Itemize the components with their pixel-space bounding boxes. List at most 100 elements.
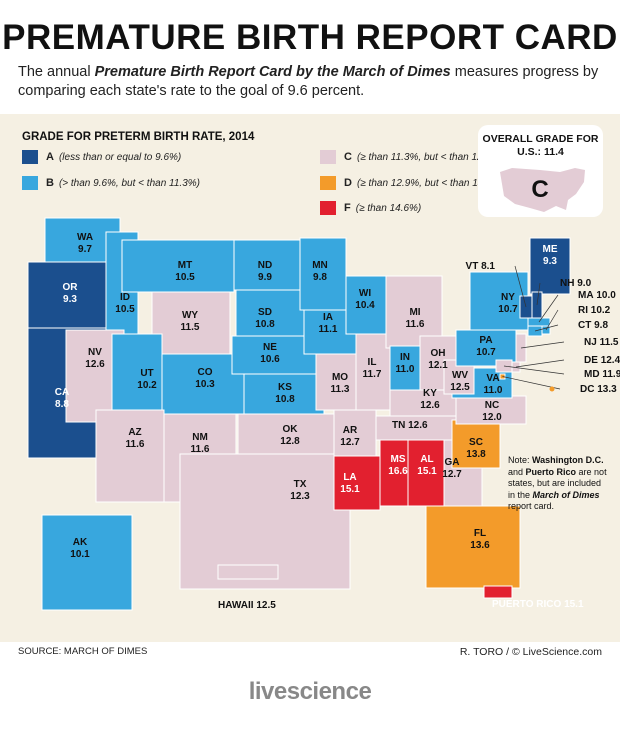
state-value: 12.1 [428,360,448,371]
state-label: NH 9.0 [560,278,592,289]
state-labels: WA 9.7OR 9.3CA 8.8ID 10.5NV 12.6MT 10.5WY 11.5U… [55,232,620,611]
state-abbr: OK [283,424,299,435]
state-label: MS 16.6 [388,454,408,477]
state-abbr: NJ [584,337,597,348]
state-abbr: AR [343,425,358,436]
state-value: 11.0 [484,385,503,396]
state-label: OK 12.8 [280,424,300,447]
state-shape [161,353,245,415]
state-shape [41,514,133,611]
state-label: AR 12.7 [340,425,360,448]
state-abbr: NM [192,432,208,443]
state-abbr: MI [409,307,420,318]
state-value: 8.1 [481,261,495,272]
state-value: 9.7 [78,244,92,255]
state-abbr: IN [400,352,410,363]
state-label: SC 13.8 [466,437,486,460]
state-label: NV 12.6 [85,347,105,370]
state-abbr: DE [584,355,598,366]
state-value: 10.0 [596,290,616,301]
state-label: CO 10.3 [195,367,215,390]
state-label: DE 12.4 [584,355,620,366]
state-value: 11.3 [331,384,350,395]
note: Note: Washington D.C. and Puerto Rico ar… [508,455,608,513]
state-shape [455,395,527,425]
legend-item: B (> than 9.6%, but < than 11.3%) [22,176,200,190]
intro-emphasis: Premature Birth Report Card by the March… [94,64,451,80]
state-label: ID 10.5 [115,292,135,315]
leader-line [515,359,565,368]
state-label: UT 10.2 [137,368,157,391]
state-abbr: NH [560,278,574,289]
state-label: NM 11.6 [191,432,210,455]
state-label: AK 10.1 [70,537,90,560]
state-label: TX 12.3 [290,479,310,502]
state-abbr: KY [423,388,437,399]
state-label: AZ 11.6 [126,427,145,450]
logo: livescience [248,678,372,705]
state-shape [111,333,163,411]
state-shape [451,419,501,469]
state-abbr: SC [469,437,483,448]
state-label: WA 9.7 [77,232,93,255]
state-shape [483,585,513,599]
leader-line [545,309,559,331]
state-abbr: CO [198,367,213,378]
note-part: Puerto Rico [525,466,577,477]
state-abbr: WV [452,370,468,381]
dc-dot [549,386,555,392]
state-abbr: ID [120,292,130,303]
overall-inset: C [500,168,585,212]
state-label: MO 11.3 [331,372,350,395]
state-value: 13.3 [597,384,617,395]
state-value: 12.5 [450,382,470,393]
state-value: 10.1 [70,549,90,560]
state-value: 9.0 [577,278,591,289]
legend-item: F (≥ than 14.6%) [320,201,421,215]
title: PREMATURE BIRTH REPORT CARD [2,18,618,57]
state-value: 12.6 [408,420,428,431]
state-label: IL 11.7 [363,357,382,380]
state-value: 10.8 [275,394,295,405]
state-abbr: WY [182,310,198,321]
state-abbr: IA [323,312,333,323]
legend-swatch [22,176,38,190]
state-abbr: MN [312,260,328,271]
legend-swatch [320,176,336,190]
state-label: HAWAII 12.5 [218,600,276,611]
state-value: 9.8 [313,272,327,283]
state-value: 10.4 [355,300,375,311]
state-value: 12.6 [420,400,440,411]
state-label: ND 9.9 [258,260,273,283]
state-label: MT 10.5 [175,260,195,283]
state-value: 11.9 [602,369,620,380]
us-silhouette [500,168,585,212]
legend-swatch [320,201,336,215]
state-abbr: NE [263,342,277,353]
state-label: MI 11.6 [406,307,425,330]
state-value: 12.4 [601,355,620,366]
legend-item: C (≥ than 11.3%, but < than 12.9%) [320,150,503,164]
state-abbr: OR [63,282,79,293]
state-value: 12.0 [482,412,502,423]
state-abbr: AL [420,454,433,465]
state-abbr: NV [88,347,102,358]
state-abbr: WA [77,232,93,243]
state-label: RI 10.2 [578,305,611,316]
state-abbr: RI [578,305,588,316]
state-label: WI 10.4 [355,288,375,311]
state-label: NE 10.6 [260,342,280,365]
state-label: FL 13.6 [470,528,490,551]
state-value: 9.3 [543,256,557,267]
state-label: PA 10.7 [476,335,496,358]
state-value: 10.5 [175,272,195,283]
state-shape [233,239,301,291]
state-value: 15.1 [340,484,360,495]
state-shape [425,505,521,589]
state-value: 12.3 [290,491,310,502]
legend-grade: D [344,177,352,189]
leader-line [502,376,561,390]
legend-grade: A [46,151,54,163]
